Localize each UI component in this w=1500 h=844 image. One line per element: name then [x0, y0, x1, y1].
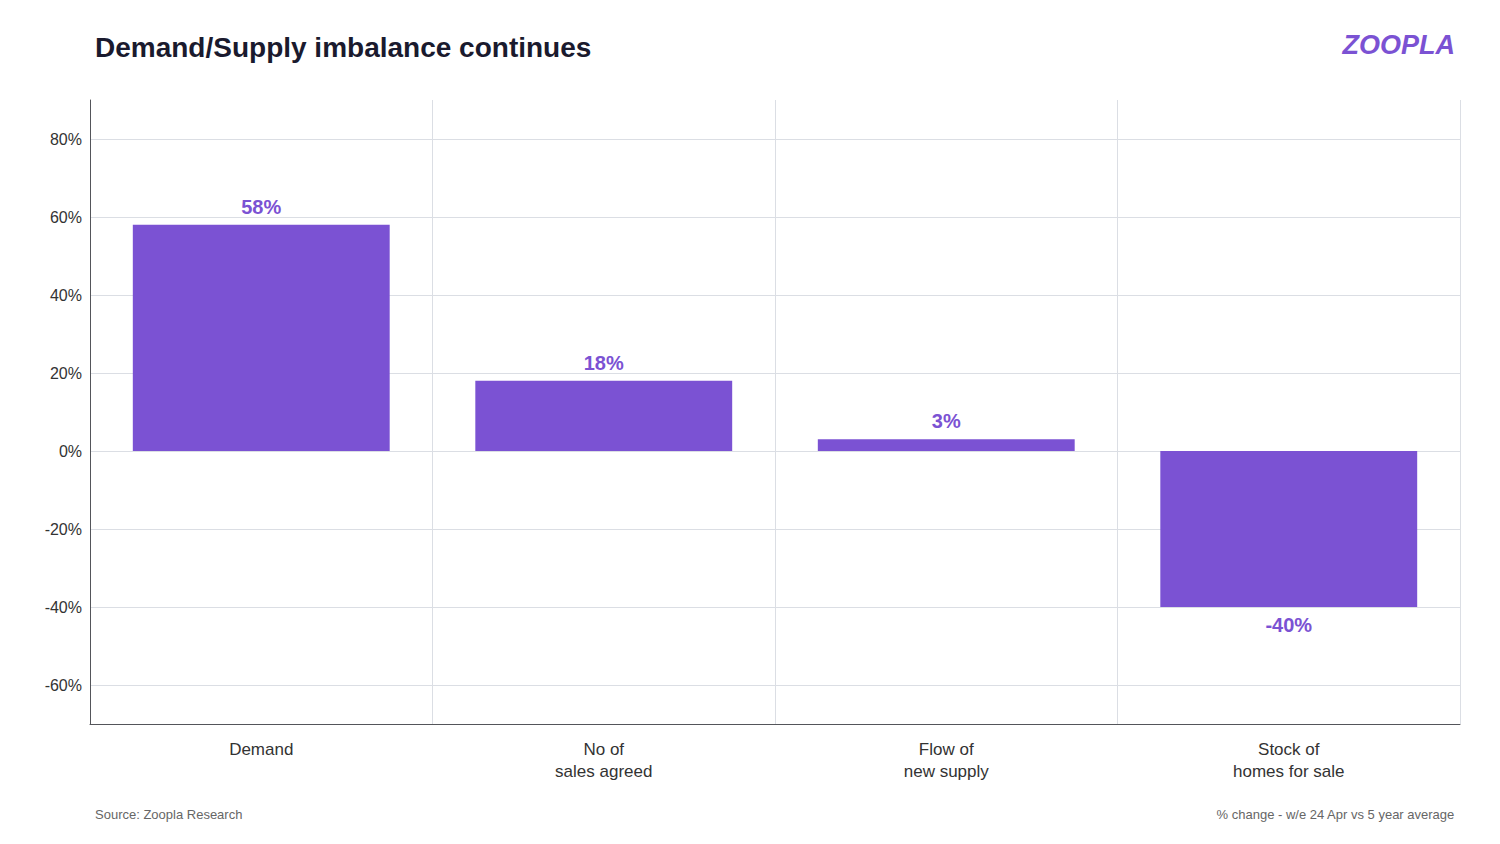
svg-text:3%: 3% — [932, 410, 961, 432]
svg-text:sales agreed: sales agreed — [555, 762, 652, 781]
svg-text:60%: 60% — [50, 209, 82, 226]
svg-text:Source: Zoopla Research: Source: Zoopla Research — [95, 807, 242, 822]
svg-text:80%: 80% — [50, 131, 82, 148]
svg-text:18%: 18% — [584, 352, 624, 374]
svg-text:Demand: Demand — [229, 740, 293, 759]
svg-text:Flow of: Flow of — [919, 740, 974, 759]
svg-text:new supply: new supply — [904, 762, 990, 781]
svg-text:Demand/Supply imbalance contin: Demand/Supply imbalance continues — [95, 32, 591, 63]
svg-text:No of: No of — [583, 740, 624, 759]
svg-text:% change - w/e 24 Apr vs 5 yea: % change - w/e 24 Apr vs 5 year average — [1217, 807, 1455, 822]
svg-text:58%: 58% — [241, 196, 281, 218]
svg-text:0%: 0% — [59, 443, 82, 460]
svg-text:40%: 40% — [50, 287, 82, 304]
svg-text:20%: 20% — [50, 365, 82, 382]
svg-text:-40%: -40% — [45, 599, 82, 616]
svg-text:-40%: -40% — [1265, 614, 1312, 636]
svg-text:ZOOPLA: ZOOPLA — [1342, 30, 1456, 60]
svg-text:-60%: -60% — [45, 677, 82, 694]
svg-text:homes for sale: homes for sale — [1233, 762, 1345, 781]
svg-text:-20%: -20% — [45, 521, 82, 538]
svg-text:Stock of: Stock of — [1258, 740, 1320, 759]
